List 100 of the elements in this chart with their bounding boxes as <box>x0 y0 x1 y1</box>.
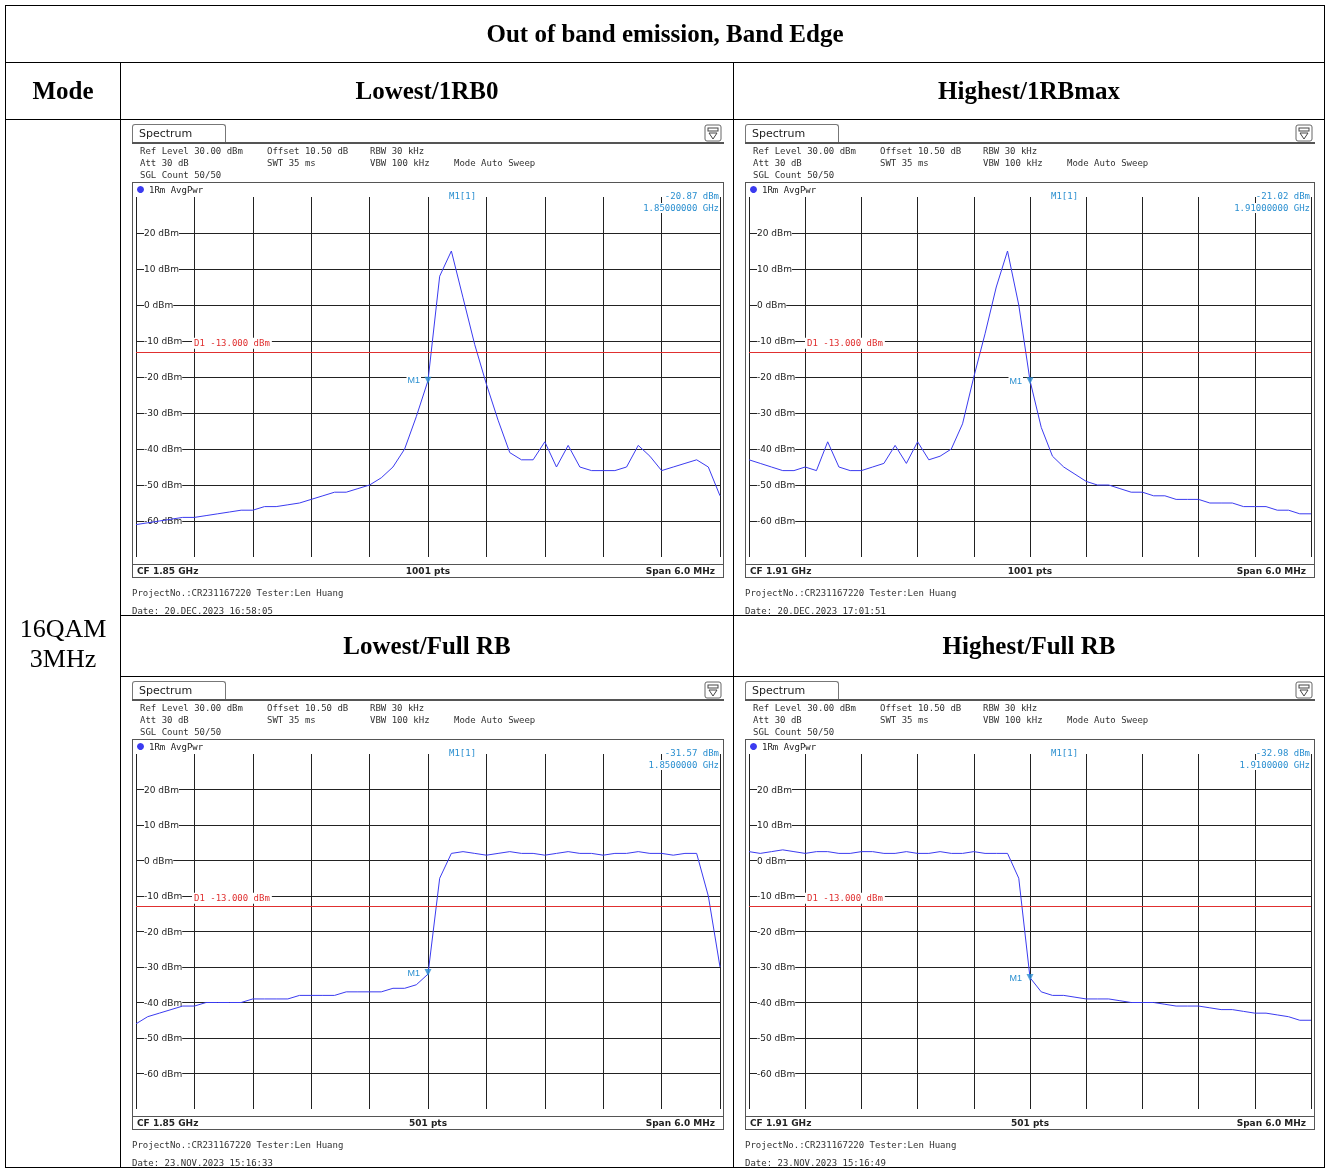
y-tick-label: -50 dBm <box>144 1033 183 1043</box>
text: Mode Auto Sweep <box>454 715 536 725</box>
y-tick-label: 0 dBm <box>757 855 787 866</box>
text: Span 6.0 MHz <box>645 566 715 576</box>
legend-label: 1Rm AvgPwr <box>149 741 204 752</box>
text: ProjectNo.:CR231167220 Tester:Len Huang <box>132 1140 344 1150</box>
y-tick-label: 0 dBm <box>757 300 787 310</box>
y-tick-label: 10 dBm <box>757 820 792 830</box>
text: Mode Auto Sweep <box>1067 158 1149 168</box>
text: Spectrum <box>745 681 839 699</box>
text: Att 30 dB <box>140 715 189 725</box>
y-tick-label: -40 dBm <box>757 444 796 454</box>
annotation: 1.85000000 GHz <box>643 203 719 213</box>
text: Date: 20.DEC.2023 16:58:05 <box>132 606 273 616</box>
text: Offset 10.50 dB <box>267 703 349 713</box>
text: Out of band emission, Band Edge <box>5 5 1325 63</box>
chart-title: Lowest/1RB0 <box>120 62 734 120</box>
y-tick-label: 10 dBm <box>757 264 792 274</box>
y-tick-label: -20 dBm <box>144 372 183 382</box>
text: Ref Level 30.00 dBm <box>140 146 243 156</box>
annotation: -21.02 dBm <box>1255 191 1310 201</box>
text: CF 1.85 GHz <box>137 1118 199 1128</box>
y-tick-label: 20 dBm <box>757 784 792 795</box>
text: Offset 10.50 dB <box>880 703 962 713</box>
text: Span 6.0 MHz <box>1236 566 1306 576</box>
text: SWT 35 ms <box>267 715 316 725</box>
y-tick-label: -10 dBm <box>757 336 796 346</box>
y-tick-label: -60 dBm <box>757 1068 796 1079</box>
y-tick-label: -30 dBm <box>144 962 183 972</box>
y-tick-label: -10 dBm <box>144 891 183 901</box>
text: Att 30 dB <box>753 158 802 168</box>
y-tick-label: -50 dBm <box>757 480 796 490</box>
annotation: -32.98 dBm <box>1255 748 1310 758</box>
text: VBW 100 kHz <box>983 158 1043 168</box>
text: Offset 10.50 dB <box>267 146 349 156</box>
annotation: M1[1] <box>1051 191 1079 201</box>
y-tick-label: -40 dBm <box>144 444 183 454</box>
text: ProjectNo.:CR231167220 Tester:Len Huang <box>745 588 957 598</box>
text: Date: 23.NOV.2023 15:16:49 <box>745 1158 886 1168</box>
annotation: M1[1] <box>1051 748 1079 758</box>
text: Mode <box>5 62 121 120</box>
chart-title: Lowest/Full RB <box>120 615 734 677</box>
text: Spectrum <box>745 124 839 142</box>
y-tick-label: 0 dBm <box>144 300 174 310</box>
text: RBW 30 kHz <box>370 146 425 156</box>
text: Mode Auto Sweep <box>454 158 536 168</box>
ref-line-label: D1 -13.000 dBm <box>807 338 883 349</box>
text: Ref Level 30.00 dBm <box>753 146 856 156</box>
text: ProjectNo.:CR231167220 Tester:Len Huang <box>132 588 344 598</box>
text: Span 6.0 MHz <box>645 1118 715 1128</box>
text: Ref Level 30.00 dBm <box>140 703 243 713</box>
text: 16QAM 3MHz <box>5 119 121 1168</box>
y-tick-label: -40 dBm <box>757 997 796 1008</box>
text: RBW 30 kHz <box>370 703 425 713</box>
y-tick-label: 10 dBm <box>144 264 179 274</box>
y-tick-label: -10 dBm <box>757 891 796 901</box>
y-tick-label: 20 dBm <box>144 784 179 795</box>
y-tick-label: -30 dBm <box>757 962 796 972</box>
text: VBW 100 kHz <box>370 715 430 725</box>
y-tick-label: 10 dBm <box>144 820 179 830</box>
y-tick-label: 20 dBm <box>757 228 792 238</box>
text: ProjectNo.:CR231167220 Tester:Len Huang <box>745 1140 957 1150</box>
text: Ref Level 30.00 dBm <box>753 703 856 713</box>
text: SGL Count 50/50 <box>140 727 222 737</box>
legend-label: 1Rm AvgPwr <box>149 184 204 195</box>
text: Span 6.0 MHz <box>1236 1118 1306 1128</box>
text: CF 1.91 GHz <box>750 566 812 576</box>
annotation: -20.87 dBm <box>664 191 719 201</box>
text: CF 1.91 GHz <box>750 1118 812 1128</box>
annotation: M1[1] <box>449 748 477 758</box>
y-tick-label: -20 dBm <box>757 372 796 382</box>
annotation: 1.9100000 GHz <box>1239 760 1310 770</box>
text: 1001 pts <box>405 566 451 576</box>
annotation: -31.57 dBm <box>664 748 719 758</box>
y-tick-label: -10 dBm <box>144 336 183 346</box>
text: SWT 35 ms <box>880 715 929 725</box>
text: Date: 23.NOV.2023 15:16:33 <box>132 1158 273 1168</box>
annotation: 1.91000000 GHz <box>1234 203 1310 213</box>
y-tick-label: -60 dBm <box>757 516 796 526</box>
y-tick-label: -60 dBm <box>144 1068 183 1079</box>
text: Mode Auto Sweep <box>1067 715 1149 725</box>
text: Offset 10.50 dB <box>880 146 962 156</box>
text: 501 pts <box>1010 1118 1050 1128</box>
ref-line-label: D1 -13.000 dBm <box>807 893 883 904</box>
annotation: M1 <box>407 967 420 978</box>
text: Spectrum <box>132 124 226 142</box>
annotation: M1[1] <box>449 191 477 201</box>
y-tick-label: -40 dBm <box>144 997 183 1008</box>
y-tick-label: 0 dBm <box>144 855 174 866</box>
y-tick-label: -20 dBm <box>757 926 796 937</box>
y-tick-label: -30 dBm <box>757 408 796 418</box>
text: SGL Count 50/50 <box>753 170 835 180</box>
text: 1001 pts <box>1007 566 1053 576</box>
text: SWT 35 ms <box>880 158 929 168</box>
y-tick-label: -20 dBm <box>144 926 183 937</box>
text: 501 pts <box>408 1118 448 1128</box>
chart-title: Highest/1RBmax <box>733 62 1325 120</box>
y-tick-label: -50 dBm <box>757 1033 796 1043</box>
legend-label: 1Rm AvgPwr <box>762 184 817 195</box>
text: VBW 100 kHz <box>370 158 430 168</box>
